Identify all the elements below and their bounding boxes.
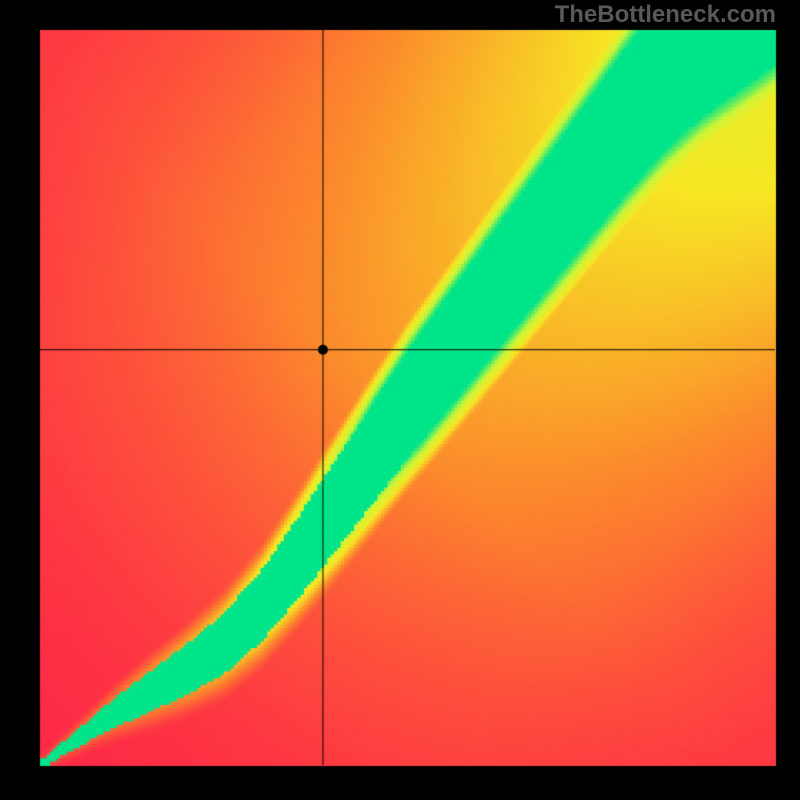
bottleneck-heatmap xyxy=(0,0,800,800)
watermark-text: TheBottleneck.com xyxy=(555,1,776,29)
chart-root: { "watermark": { "text": "TheBottleneck.… xyxy=(0,0,800,800)
